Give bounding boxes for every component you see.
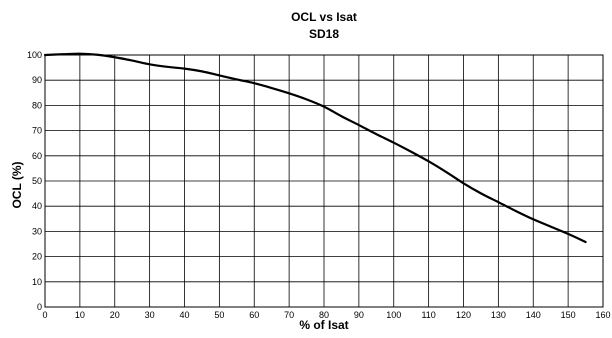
y-tick-label-1: 10 [32, 277, 42, 287]
y-tick-label-7: 70 [32, 126, 42, 136]
x-axis-title: % of Isat [299, 318, 349, 332]
y-axis-title: OCL (%) [10, 161, 24, 209]
grid [44, 54, 604, 308]
x-tick-label-6: 60 [249, 310, 259, 320]
x-tick-label-13: 130 [491, 310, 506, 320]
y-tick-label-6: 60 [32, 151, 42, 161]
x-tick-label-16: 160 [595, 310, 610, 320]
x-tick-label-15: 150 [561, 310, 576, 320]
y-tick-label-9: 90 [32, 75, 42, 85]
x-tick-label-10: 100 [386, 310, 401, 320]
x-tick-label-14: 140 [526, 310, 541, 320]
x-tick-label-4: 40 [179, 310, 189, 320]
x-tick-label-3: 30 [145, 310, 155, 320]
y-tick-label-8: 80 [32, 100, 42, 110]
y-tick-label-2: 20 [32, 252, 42, 262]
plot-frame [44, 54, 604, 308]
x-tick-label-11: 110 [421, 310, 435, 320]
x-tick-label-2: 20 [110, 310, 120, 320]
chart-subtitle: SD18 [308, 27, 340, 41]
x-tick-label-8: 80 [319, 310, 329, 320]
series-layer [43, 52, 587, 244]
x-tick-label-5: 50 [214, 310, 224, 320]
series-line-0 [43, 52, 587, 244]
y-tick-label-0: 0 [37, 302, 42, 312]
y-tick-label-10: 100 [27, 50, 42, 60]
y-tick-label-5: 50 [32, 176, 42, 186]
x-tick-label-12: 120 [456, 310, 471, 320]
y-tick-label-3: 30 [32, 226, 42, 236]
x-tick-label-7: 70 [284, 310, 294, 320]
x-tick-label-1: 10 [75, 310, 85, 320]
chart-title: OCL vs Isat [291, 10, 357, 24]
tick-labels: 0 10 20 30 40 50 60 70 80 90 100 110 120 130 140 150 160… [27, 50, 611, 320]
x-tick-label-9: 90 [354, 310, 364, 320]
x-tick-label-0: 0 [42, 310, 47, 320]
y-tick-label-4: 40 [32, 201, 42, 211]
